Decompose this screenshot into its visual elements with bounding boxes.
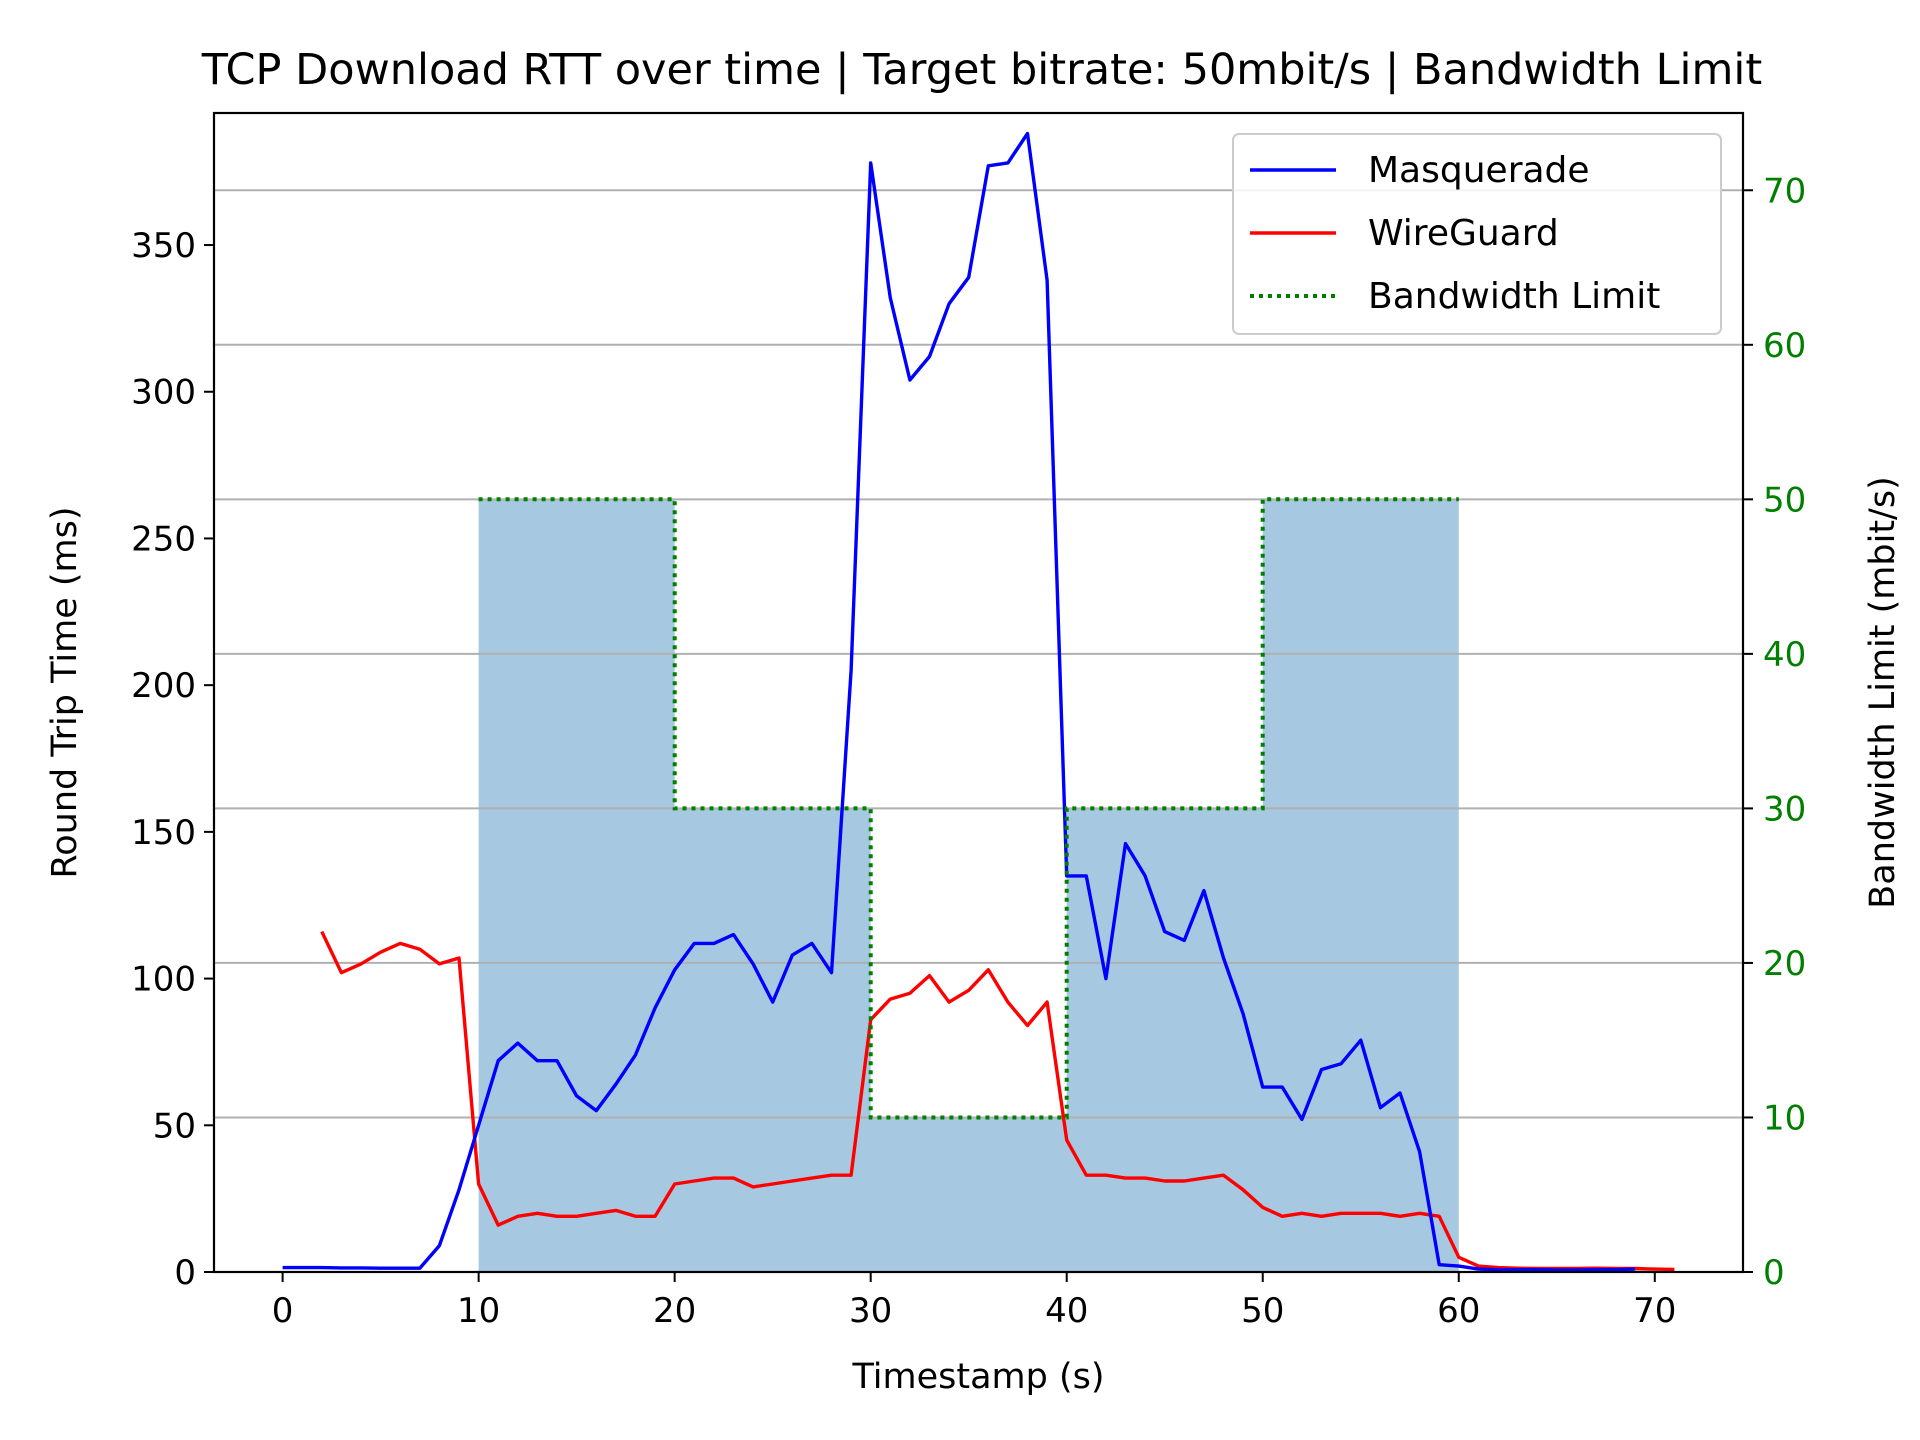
y2-axis-label: Bandwidth Limit (mbit/s) [1863,476,1903,908]
x-tick-label: 20 [653,1291,696,1331]
y2-tick-label: 70 [1763,171,1806,211]
x-tick-label: 40 [1045,1291,1088,1331]
horizontal-gridlines [214,189,1743,1273]
legend-label: Bandwidth Limit [1368,276,1660,317]
y2-tick-label: 10 [1763,1098,1806,1138]
x-tick-label: 70 [1633,1291,1676,1331]
y-tick-label: 350 [131,226,196,266]
plot-frame [212,111,1745,1274]
y-tick-label: 150 [131,813,196,853]
bandwidth-fill [478,499,1459,1272]
y2-tick-label: 50 [1763,480,1806,520]
x-tick-label: 0 [272,1291,294,1331]
series-line-bandwidth-limit [478,497,1459,1120]
series-lines [282,131,1675,1272]
y-tick-label: 200 [131,666,196,706]
y2-tick-label: 60 [1763,326,1806,366]
y-tick-label: 300 [131,373,196,413]
y2-tick-label: 30 [1763,789,1806,829]
y-tick-label: 100 [131,960,196,1000]
series-line-masquerade [282,131,1636,1272]
y-tick-label: 0 [174,1253,196,1293]
axis-ticks: 0 10 20 30 40 50 60 70 0 50 100 150 200 250 300 350 0 10 2… [131,171,1806,1331]
x-axis-label: Timestamp (s) [851,1357,1104,1397]
legend-box [1232,133,1722,335]
x-tick-label: 60 [1437,1291,1480,1331]
x-tick-label: 50 [1241,1291,1284,1331]
series-line-wireguard [320,930,1675,1272]
y-axis-label: Round Trip Time (ms) [45,507,85,879]
legend-label: Masquerade [1368,150,1590,191]
legend: Masquerade WireGuard Bandwidth Limit [1232,133,1722,335]
y-tick-label: 50 [153,1106,196,1146]
y2-tick-label: 0 [1763,1253,1785,1293]
legend-label: WireGuard [1368,213,1559,254]
x-tick-label: 10 [457,1291,500,1331]
chart-title: TCP Download RTT over time | Target bitr… [201,45,1762,95]
y-tick-label: 250 [131,519,196,559]
x-tick-label: 30 [849,1291,892,1331]
y2-tick-label: 20 [1763,944,1806,984]
y2-tick-label: 40 [1763,635,1806,675]
bandwidth-fill-area [478,499,1459,1272]
